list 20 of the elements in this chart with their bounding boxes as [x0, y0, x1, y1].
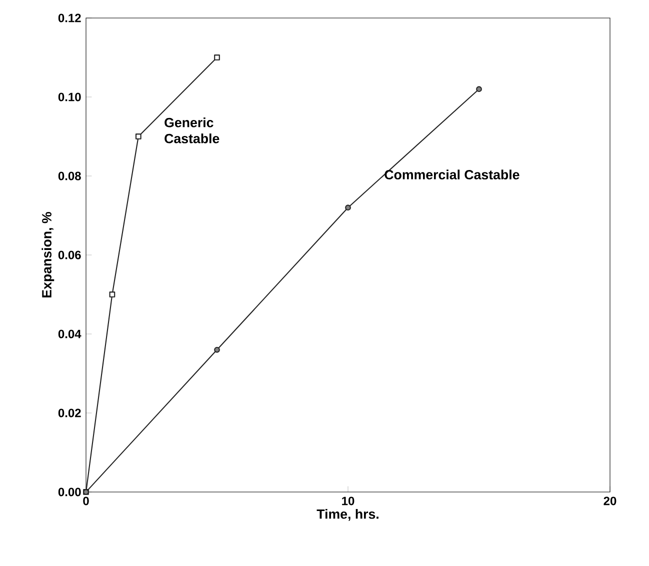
point: [214, 346, 220, 353]
y-axis-title: Expansion, %: [42, 212, 54, 298]
y-tick-label: 0.06: [58, 250, 81, 260]
x-axis-title: Time, hrs.: [316, 509, 378, 521]
y-tick-label: 0.04: [58, 330, 82, 338]
point: [135, 134, 142, 140]
x-tick-label: 0: [83, 496, 89, 506]
y-tick-label: 0.08: [58, 172, 81, 180]
x-tick-label: 20: [604, 496, 616, 506]
point: [109, 292, 116, 298]
series-label: Commercial Castable: [384, 170, 520, 180]
point: [345, 204, 351, 211]
y-tick-label: 0.02: [58, 408, 81, 418]
y-tick-label: 0.10: [58, 92, 81, 102]
y-tick-label: 0.00: [58, 488, 81, 496]
x-tick-label: 10: [342, 496, 354, 506]
point: [214, 54, 220, 60]
series-label: Generic Castable: [164, 117, 220, 144]
point: [476, 86, 482, 92]
y-tick-label: 0.12: [58, 14, 81, 22]
